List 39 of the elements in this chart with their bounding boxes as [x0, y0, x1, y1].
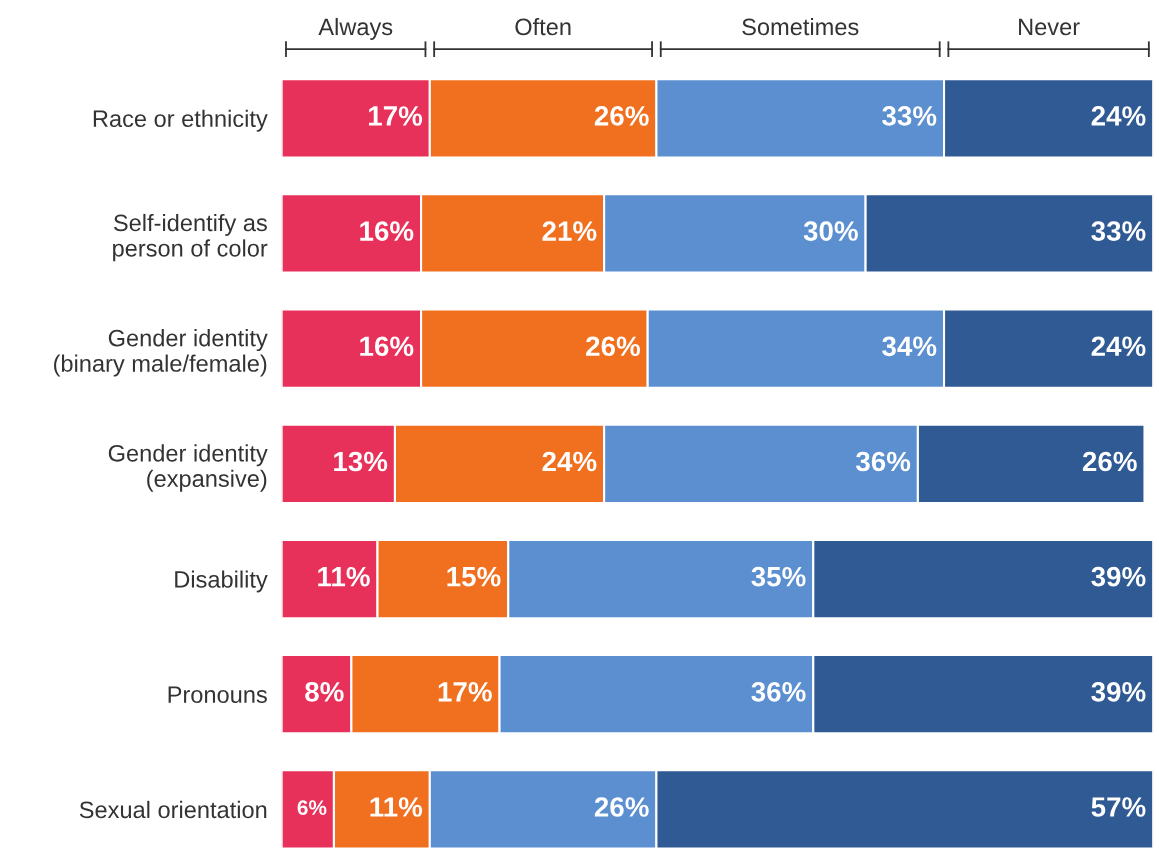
data-label: 36% [855, 451, 911, 472]
data-label: 24% [1091, 106, 1146, 126]
data-label: 6% [297, 800, 327, 815]
data-label: 33% [1091, 221, 1146, 241]
series-label: Sometimes [742, 17, 859, 36]
data-label: 16% [360, 336, 414, 357]
data-label: 34% [882, 336, 937, 357]
data-label: 13% [334, 451, 388, 472]
series-label: Often [515, 17, 571, 36]
data-label: 11% [318, 566, 370, 587]
data-label: 30% [803, 221, 858, 241]
y-tick-label: Disability [175, 570, 268, 593]
data-label: 26% [1082, 451, 1137, 472]
data-label: 24% [1091, 336, 1146, 357]
data-label: 57% [1091, 797, 1146, 817]
data-label: 15% [447, 566, 501, 587]
y-tick-label: Race or ethnicity [93, 109, 268, 132]
data-label: 8% [305, 682, 344, 702]
y-tick-label: Gender identity (expansive) [108, 444, 268, 492]
data-label: 24% [542, 451, 597, 472]
series-label: Always [318, 17, 393, 40]
data-label: 17% [438, 682, 492, 702]
data-label: 11% [370, 797, 423, 817]
data-label: 26% [594, 797, 649, 817]
y-tick-label: Self-identify as person of color [113, 213, 268, 262]
y-tick-label: Sexual orientation [79, 800, 267, 819]
data-label: 33% [882, 106, 937, 126]
data-label: 39% [1091, 682, 1146, 702]
data-label: 16% [360, 221, 414, 241]
data-label: 26% [586, 336, 640, 357]
y-tick-label: Pronouns [168, 686, 267, 704]
data-label: 36% [751, 682, 806, 702]
y-tick-label: Gender identity (binary male/female) [54, 329, 268, 377]
series-label: Never [1019, 18, 1080, 36]
data-label: 21% [542, 221, 597, 241]
data-label: 39% [1091, 566, 1146, 587]
data-label: 26% [594, 106, 649, 126]
data-label: 35% [751, 566, 806, 587]
data-label: 17% [368, 106, 423, 126]
